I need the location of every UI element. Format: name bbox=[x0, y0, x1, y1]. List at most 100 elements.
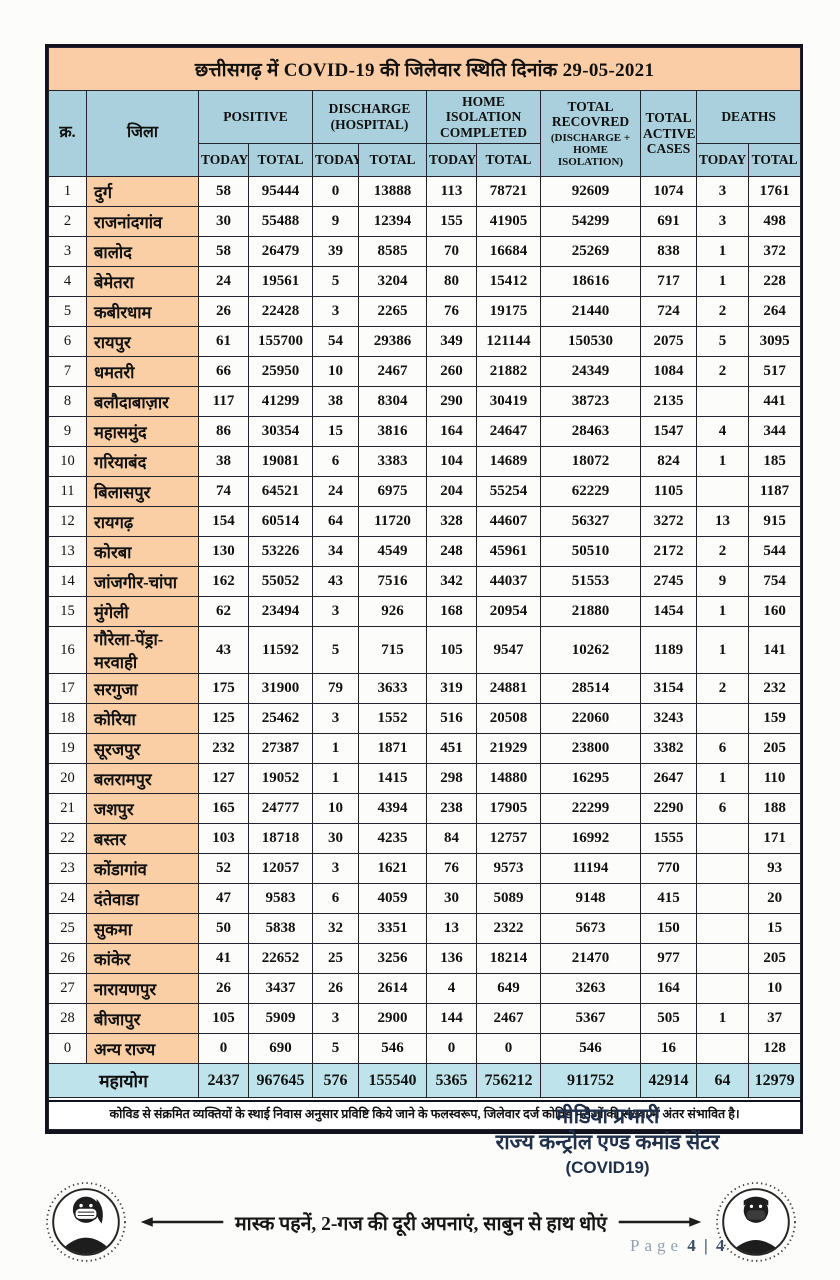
page-fraction: 4 | 4 bbox=[687, 1236, 727, 1255]
cell-serial: 5 bbox=[48, 296, 87, 327]
cell-deaths-today bbox=[696, 973, 749, 1004]
cell-total-recovered: 18616 bbox=[540, 266, 641, 297]
table-row: 26 कांकेर 41 22652 25 3256 136 18214 214… bbox=[48, 943, 802, 974]
cell-positive-total: 24777 bbox=[248, 793, 313, 824]
cell-total-recovered: 21440 bbox=[540, 296, 641, 327]
total-positive-today: 2437 bbox=[198, 1063, 249, 1098]
total-discharge-today: 576 bbox=[312, 1063, 359, 1098]
cell-positive-today: 41 bbox=[198, 943, 249, 974]
cell-district: बस्तर bbox=[86, 823, 199, 854]
cell-deaths-total: 185 bbox=[747, 446, 802, 477]
cell-deaths-today bbox=[696, 476, 749, 507]
cell-deaths-today bbox=[696, 703, 749, 734]
cell-total-recovered: 28463 bbox=[540, 416, 641, 447]
banner-middle: मास्क पहनें, 2-गज की दूरी अपनाएं, साबुन … bbox=[127, 1209, 715, 1236]
cell-total-recovered: 9148 bbox=[540, 883, 641, 914]
cell-deaths-today: 13 bbox=[696, 506, 749, 537]
positive-today-header: TODAY bbox=[198, 143, 249, 177]
total-positive-total: 967645 bbox=[248, 1063, 313, 1098]
cell-positive-total: 31900 bbox=[248, 673, 313, 704]
cell-positive-today: 154 bbox=[198, 506, 249, 537]
cell-serial: 8 bbox=[48, 386, 87, 417]
page-number: Page 4 | 4 bbox=[630, 1236, 800, 1256]
cell-total-recovered: 11194 bbox=[540, 853, 641, 884]
cell-deaths-total: 37 bbox=[747, 1003, 802, 1034]
header-sub-row: TODAY TOTAL TODAY TOTAL TODAY TOTAL TODA… bbox=[49, 143, 802, 177]
cell-district: गरियाबंद bbox=[86, 446, 199, 477]
cell-deaths-total: 441 bbox=[747, 386, 802, 417]
cell-discharge-total: 3816 bbox=[358, 416, 427, 447]
cell-home-isolation-today: 0 bbox=[426, 1033, 477, 1064]
cell-total-recovered: 16295 bbox=[540, 763, 641, 794]
cell-total-recovered: 546 bbox=[540, 1033, 641, 1064]
footnote-text: कोविड से संक्रमित व्यक्तियों के स्थाई नि… bbox=[47, 1097, 802, 1130]
cell-home-isolation-today: 290 bbox=[426, 386, 477, 417]
discharge-today-header: TODAY bbox=[312, 143, 359, 177]
cell-total-recovered: 92609 bbox=[540, 176, 641, 207]
table-row: 23 कोंडागांव 52 12057 3 1621 76 9573 111… bbox=[48, 853, 802, 884]
discharge-total-header: TOTAL bbox=[358, 143, 427, 177]
cell-deaths-today bbox=[696, 1033, 749, 1064]
cell-positive-total: 55488 bbox=[248, 206, 313, 237]
cell-deaths-today: 2 bbox=[696, 296, 749, 327]
table-row: 28 बीजापुर 105 5909 3 2900 144 2467 5367… bbox=[48, 1003, 802, 1034]
cell-district: जांजगीर-चांपा bbox=[86, 566, 199, 597]
cell-deaths-today: 9 bbox=[696, 566, 749, 597]
cell-positive-today: 58 bbox=[198, 176, 249, 207]
cell-discharge-total: 13888 bbox=[358, 176, 427, 207]
right-arrow-icon bbox=[618, 1217, 702, 1227]
cell-positive-total: 26479 bbox=[248, 236, 313, 267]
cell-total-recovered: 18072 bbox=[540, 446, 641, 477]
cell-deaths-today: 2 bbox=[696, 673, 749, 704]
cell-district: नारायणपुर bbox=[86, 973, 199, 1004]
cell-discharge-today: 1 bbox=[312, 763, 359, 794]
cell-positive-total: 19052 bbox=[248, 763, 313, 794]
cell-serial: 28 bbox=[48, 1003, 87, 1034]
cell-positive-today: 0 bbox=[198, 1033, 249, 1064]
cell-home-isolation-total: 20508 bbox=[476, 703, 541, 734]
cell-discharge-total: 6975 bbox=[358, 476, 427, 507]
cell-deaths-today bbox=[696, 943, 749, 974]
table-title-row: छत्तीसगढ़ में COVID-19 की जिलेवार स्थिति… bbox=[47, 47, 802, 91]
cell-discharge-total: 3351 bbox=[358, 913, 427, 944]
cell-home-isolation-total: 41905 bbox=[476, 206, 541, 237]
left-arrow-icon bbox=[140, 1217, 224, 1227]
cell-positive-total: 22652 bbox=[248, 943, 313, 974]
cell-total-recovered: 150530 bbox=[540, 326, 641, 357]
cell-positive-total: 3437 bbox=[248, 973, 313, 1004]
cell-home-isolation-total: 15412 bbox=[476, 266, 541, 297]
cell-home-isolation-total: 9573 bbox=[476, 853, 541, 884]
cell-discharge-today: 0 bbox=[312, 176, 359, 207]
cell-positive-today: 52 bbox=[198, 853, 249, 884]
cell-deaths-total: 3095 bbox=[747, 326, 802, 357]
cell-deaths-total: 372 bbox=[747, 236, 802, 267]
cell-discharge-today: 5 bbox=[312, 1033, 359, 1064]
col-header-discharge: DISCHARGE (HOSPITAL) bbox=[312, 90, 427, 144]
cell-serial: 11 bbox=[48, 476, 87, 507]
cell-district: सूरजपुर bbox=[86, 733, 199, 764]
cell-home-isolation-today: 204 bbox=[426, 476, 477, 507]
cell-home-isolation-total: 30419 bbox=[476, 386, 541, 417]
cell-positive-total: 30354 bbox=[248, 416, 313, 447]
cell-total-recovered: 62229 bbox=[540, 476, 641, 507]
col-header-home-isolation: HOME ISOLATION COMPLETED bbox=[426, 90, 541, 144]
cell-discharge-today: 5 bbox=[312, 626, 359, 674]
cell-home-isolation-total: 45961 bbox=[476, 536, 541, 567]
cell-deaths-today: 6 bbox=[696, 733, 749, 764]
cell-district: सरगुजा bbox=[86, 673, 199, 704]
cell-serial: 22 bbox=[48, 823, 87, 854]
cell-positive-today: 38 bbox=[198, 446, 249, 477]
cell-serial: 9 bbox=[48, 416, 87, 447]
cell-district: कबीरधाम bbox=[86, 296, 199, 327]
cell-discharge-today: 6 bbox=[312, 446, 359, 477]
cell-active-cases: 1084 bbox=[640, 356, 697, 387]
table-row: 25 सुकमा 50 5838 32 3351 13 2322 5673 15… bbox=[48, 913, 802, 944]
cell-discharge-total: 4059 bbox=[358, 883, 427, 914]
cell-deaths-total: 93 bbox=[747, 853, 802, 884]
cell-positive-today: 125 bbox=[198, 703, 249, 734]
cell-discharge-today: 1 bbox=[312, 733, 359, 764]
cell-positive-today: 103 bbox=[198, 823, 249, 854]
cell-deaths-total: 1187 bbox=[747, 476, 802, 507]
cell-home-isolation-today: 342 bbox=[426, 566, 477, 597]
cell-total-recovered: 10262 bbox=[540, 626, 641, 674]
